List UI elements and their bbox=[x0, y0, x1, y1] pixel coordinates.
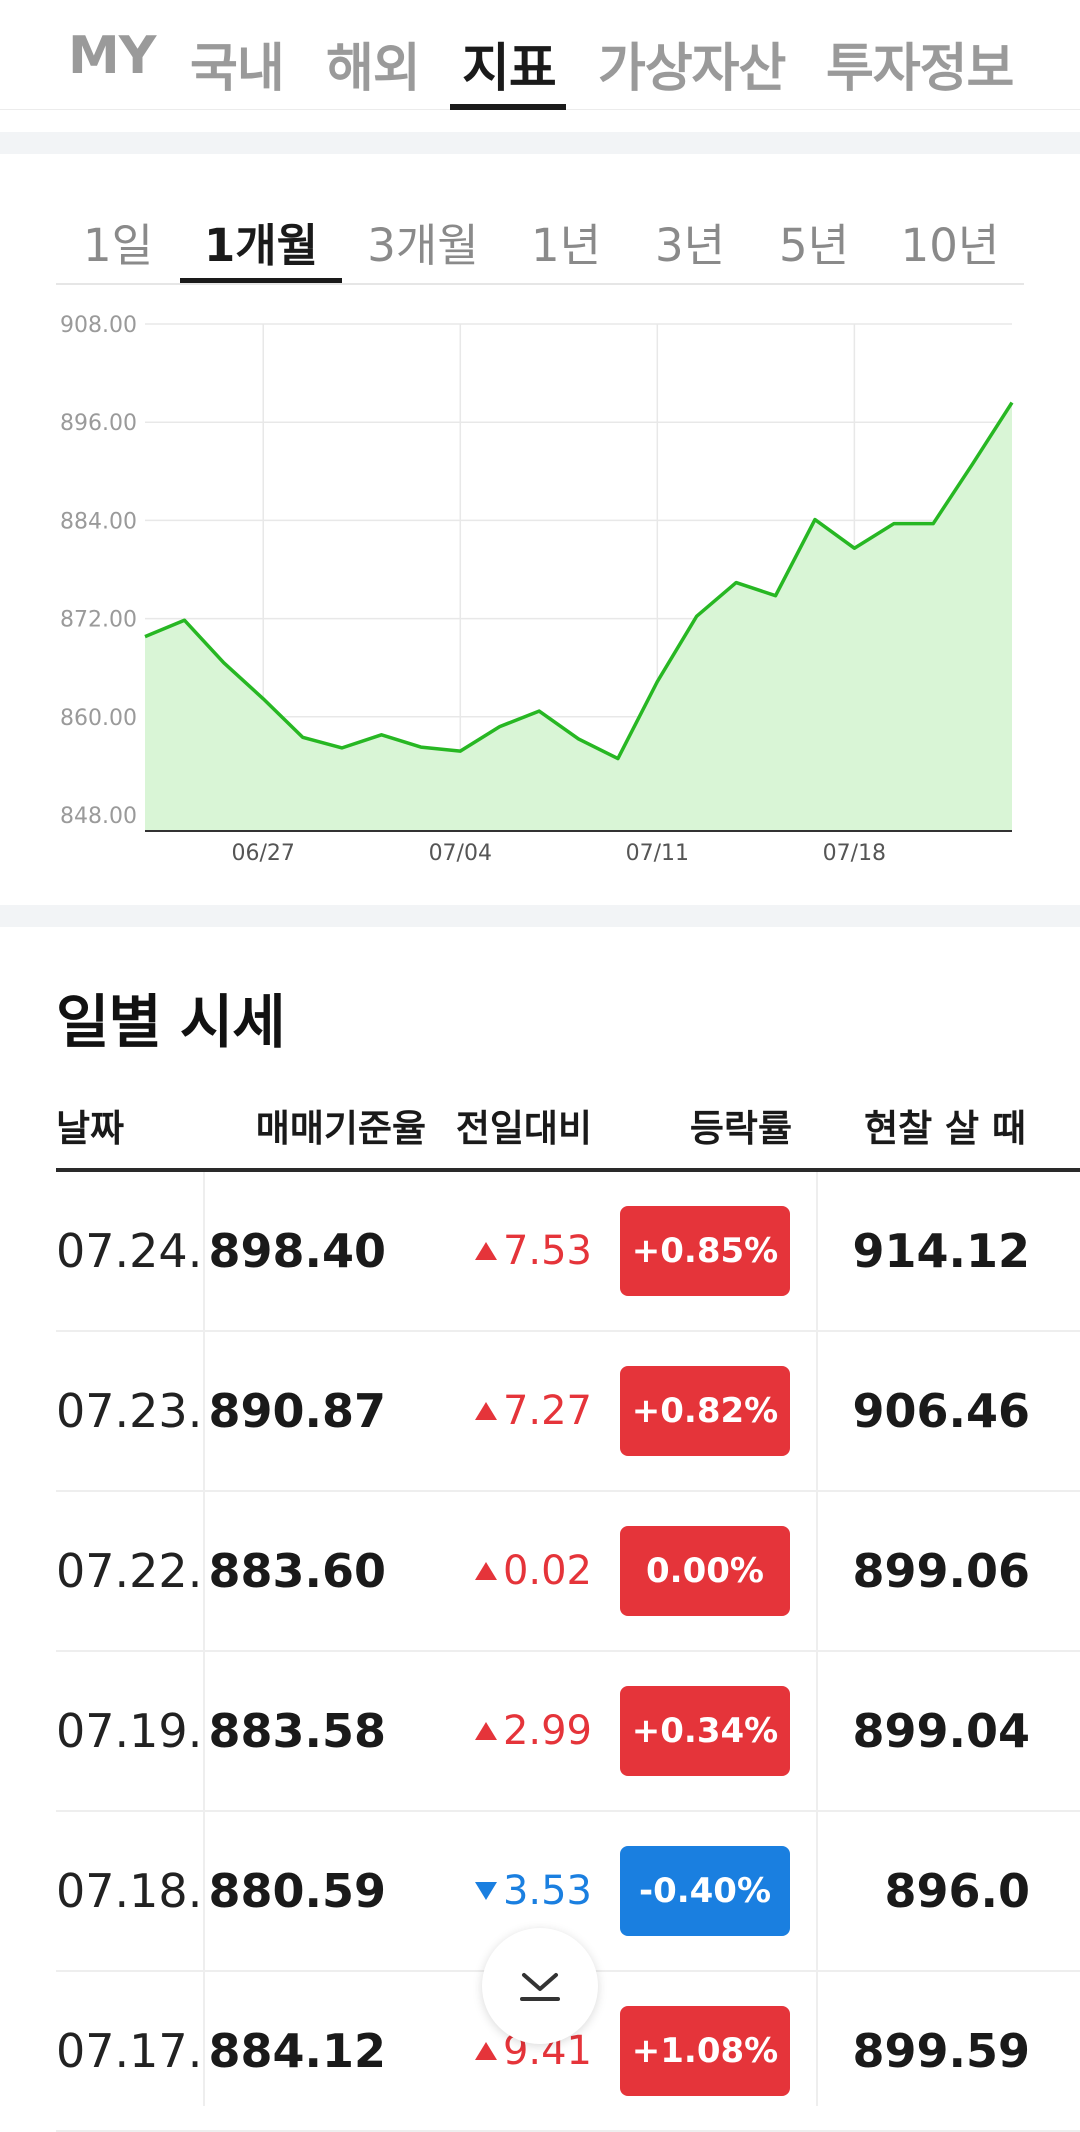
table-row[interactable]: 07.22. 883.60 0.02 0.00% 899.06 bbox=[56, 1492, 1080, 1652]
table-row[interactable]: 07.24. 898.40 7.53 +0.85% 914.12 bbox=[56, 1172, 1080, 1332]
tab-my[interactable]: MY bbox=[68, 26, 156, 86]
row-date: 07.23. bbox=[56, 1384, 203, 1438]
change-rate-badge: -0.40% bbox=[620, 1846, 790, 1936]
row-change-rate: 0.00% bbox=[620, 1492, 790, 1650]
period-tabs: 1일 1개월 3개월 1년 3년 5년 10년 bbox=[56, 155, 1024, 285]
tab-invest-info[interactable]: 투자정보 bbox=[826, 39, 1014, 99]
row-change: 2.99 bbox=[474, 1652, 592, 1810]
triangle-up-icon bbox=[474, 1402, 497, 1420]
row-change-value: 7.27 bbox=[502, 1388, 592, 1434]
change-rate-badge: 0.00% bbox=[620, 1526, 790, 1616]
period-tab-5y[interactable]: 5년 bbox=[778, 219, 850, 272]
row-cash-buy: 896.0 bbox=[884, 1864, 1030, 1918]
row-base-rate: 883.60 bbox=[208, 1544, 386, 1598]
row-change-rate: +0.85% bbox=[620, 1172, 790, 1330]
y-tick-label: 872.00 bbox=[60, 608, 137, 633]
header-cash-buy: 현찰 살 때 bbox=[864, 1107, 1026, 1150]
x-tick-label: 07/18 bbox=[823, 841, 886, 866]
row-cash-buy: 899.59 bbox=[852, 2024, 1030, 2078]
row-base-rate: 898.40 bbox=[208, 1224, 386, 1278]
table-row[interactable]: 07.19. 883.58 2.99 +0.34% 899.04 bbox=[56, 1652, 1080, 1812]
row-change: 7.53 bbox=[474, 1172, 592, 1330]
header-date: 날짜 bbox=[56, 1107, 125, 1150]
tab-indicators[interactable]: 지표 bbox=[462, 39, 557, 99]
row-change-value: 0.02 bbox=[502, 1548, 592, 1594]
period-tab-1d[interactable]: 1일 bbox=[82, 219, 154, 272]
table-row[interactable]: 07.23. 890.87 7.27 +0.82% 906.46 bbox=[56, 1332, 1080, 1492]
change-rate-badge: +0.34% bbox=[620, 1686, 790, 1776]
row-change: 3.53 bbox=[474, 1812, 592, 1970]
y-tick-label: 908.00 bbox=[60, 313, 137, 338]
y-tick-label: 896.00 bbox=[60, 411, 137, 436]
exchange-rate-chart: 908.00 896.00 884.00 872.00 860.00 848.00 06/2… bbox=[60, 313, 1014, 866]
period-tab-1m[interactable]: 1개월 bbox=[203, 219, 319, 272]
row-base-rate: 880.59 bbox=[208, 1864, 386, 1918]
section-divider bbox=[0, 905, 1080, 927]
table-header-line bbox=[56, 1168, 1080, 1172]
row-change-rate: -0.40% bbox=[620, 1812, 790, 1970]
series-area bbox=[145, 402, 1012, 831]
series-line bbox=[144, 401, 1014, 761]
top-navigation: MY 국내 해외 지표 가상자산 투자정보 bbox=[0, 0, 1080, 110]
change-rate-badge: +0.82% bbox=[620, 1366, 790, 1456]
row-change-rate: +1.08% bbox=[620, 1972, 790, 2130]
row-change: 7.27 bbox=[474, 1332, 592, 1490]
triangle-up-icon bbox=[474, 1242, 497, 1260]
period-tab-3m[interactable]: 3개월 bbox=[367, 219, 479, 272]
row-change-value: 3.53 bbox=[502, 1868, 592, 1914]
y-tick-label: 860.00 bbox=[60, 706, 137, 731]
daily-prices-title: 일별 시세 bbox=[56, 988, 286, 1056]
row-change-rate: +0.82% bbox=[620, 1332, 790, 1490]
table-row[interactable]: 07.18. 880.59 3.53 -0.40% 896.0 bbox=[56, 1812, 1080, 1972]
header-change-rate: 등락률 bbox=[689, 1107, 792, 1150]
period-tab-1y[interactable]: 1년 bbox=[530, 219, 602, 272]
column-divider bbox=[816, 1172, 818, 2106]
x-tick-label: 07/11 bbox=[626, 841, 689, 866]
row-base-rate: 884.12 bbox=[208, 2024, 386, 2078]
row-date: 07.17. bbox=[56, 2024, 203, 2078]
row-cash-buy: 899.06 bbox=[852, 1544, 1030, 1598]
scroll-down-button[interactable] bbox=[482, 1928, 598, 2044]
period-tab-3y[interactable]: 3년 bbox=[654, 219, 726, 272]
section-divider bbox=[0, 132, 1080, 154]
active-tab-indicator bbox=[450, 104, 566, 110]
row-date: 07.22. bbox=[56, 1544, 203, 1598]
row-change: 0.02 bbox=[474, 1492, 592, 1650]
header-change: 전일대비 bbox=[455, 1107, 592, 1150]
row-change-value: 2.99 bbox=[502, 1708, 592, 1754]
active-period-indicator bbox=[180, 278, 342, 283]
triangle-up-icon bbox=[474, 2042, 497, 2060]
triangle-down-icon bbox=[474, 1882, 497, 1900]
period-tab-10y[interactable]: 10년 bbox=[900, 219, 1000, 272]
y-tick-label: 848.00 bbox=[60, 804, 137, 829]
x-tick-label: 06/27 bbox=[232, 841, 295, 866]
tab-crypto[interactable]: 가상자산 bbox=[598, 39, 786, 99]
row-date: 07.24. bbox=[56, 1224, 203, 1278]
column-divider bbox=[203, 1172, 205, 2106]
y-tick-label: 884.00 bbox=[60, 509, 137, 534]
row-date: 07.18. bbox=[56, 1864, 203, 1918]
row-change-rate: +0.34% bbox=[620, 1652, 790, 1810]
triangle-up-icon bbox=[474, 1722, 497, 1740]
header-base-rate: 매매기준율 bbox=[255, 1107, 426, 1150]
row-date: 07.19. bbox=[56, 1704, 203, 1758]
chevron-down-icon bbox=[520, 1973, 560, 2001]
triangle-up-icon bbox=[474, 1562, 497, 1580]
change-rate-badge: +0.85% bbox=[620, 1206, 790, 1296]
x-tick-label: 07/04 bbox=[429, 841, 492, 866]
row-base-rate: 883.58 bbox=[208, 1704, 386, 1758]
tab-overseas[interactable]: 해외 bbox=[326, 39, 421, 99]
row-change-value: 7.53 bbox=[502, 1228, 592, 1274]
row-cash-buy: 899.04 bbox=[852, 1704, 1030, 1758]
row-cash-buy: 906.46 bbox=[852, 1384, 1030, 1438]
change-rate-badge: +1.08% bbox=[620, 2006, 790, 2096]
row-base-rate: 890.87 bbox=[208, 1384, 386, 1438]
row-cash-buy: 914.12 bbox=[852, 1224, 1030, 1278]
tab-domestic[interactable]: 국내 bbox=[190, 39, 285, 99]
